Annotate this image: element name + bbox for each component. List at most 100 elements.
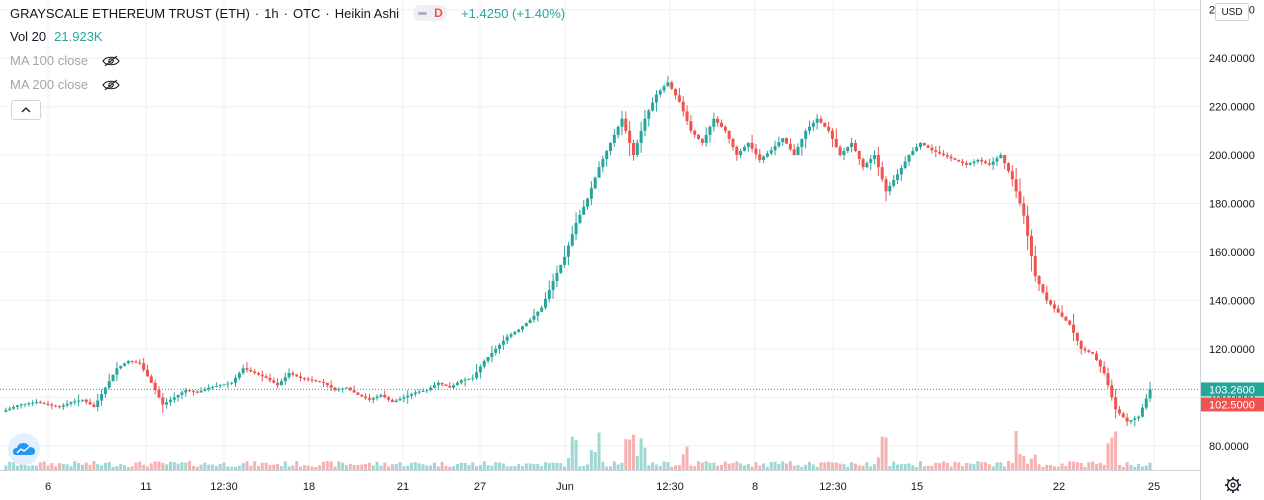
candle (570, 226, 574, 247)
volume-bar (467, 465, 471, 470)
interval-label[interactable]: 1h (264, 5, 279, 21)
volume-bar (804, 464, 808, 470)
candle (1056, 304, 1060, 313)
candle (421, 388, 425, 393)
candle-body (1087, 350, 1091, 353)
x-tick-label: 15 (911, 481, 923, 493)
gear-icon[interactable] (1224, 476, 1242, 494)
candle-body (517, 329, 521, 332)
candle (417, 389, 421, 395)
volume-bar (1010, 463, 1014, 470)
candle-body (96, 400, 100, 408)
candle-body (387, 397, 391, 400)
collapse-legend-button[interactable] (11, 100, 41, 120)
candle-body (601, 159, 605, 168)
candle-body (513, 331, 517, 335)
candle-body (907, 155, 911, 162)
candle-body (922, 142, 926, 146)
candle (609, 142, 613, 156)
candle (88, 398, 92, 405)
candle-body (570, 234, 574, 246)
candle (876, 146, 880, 177)
candle (911, 147, 915, 156)
volume-bar (272, 464, 276, 470)
x-tick-label: 11 (140, 481, 151, 493)
candle-body (241, 368, 245, 374)
volume-legend[interactable]: Vol 20 21.923K (10, 29, 103, 44)
candle-body (674, 88, 678, 96)
candle (54, 404, 58, 408)
candle-body (142, 363, 146, 370)
candle-body (605, 151, 609, 160)
eye-hidden-icon[interactable] (102, 79, 120, 91)
candle-body (245, 368, 249, 370)
volume-bar (578, 466, 582, 470)
candle (509, 332, 513, 339)
candle (739, 148, 743, 159)
volume-bar (88, 464, 92, 470)
symbol-header: GRAYSCALE ETHEREUM TRUST (ETH) · 1h · OT… (10, 5, 565, 21)
candle (145, 364, 149, 377)
volume-bar (785, 463, 789, 470)
volume-bar (100, 465, 104, 470)
candle-body (42, 402, 46, 404)
ma-200-legend[interactable]: MA 200 close (10, 77, 120, 92)
candle (367, 393, 371, 403)
candle (348, 386, 352, 392)
volume-bar (245, 461, 249, 470)
candle (1014, 167, 1018, 199)
candle (207, 384, 211, 392)
volume-bar (697, 461, 701, 470)
volume-bar (666, 462, 670, 470)
volume-bar (559, 463, 563, 470)
y-tick-label: 160.0000 (1209, 247, 1255, 259)
candle-body (448, 386, 452, 388)
volume-bar (42, 461, 46, 470)
candle (662, 84, 666, 94)
candle-body (1140, 407, 1144, 417)
volume-bar (876, 457, 880, 470)
volume-bar (341, 462, 345, 470)
x-tick-label: 18 (303, 481, 315, 493)
candle-body (256, 373, 260, 375)
interval-badge[interactable]: D (413, 5, 448, 21)
volume-bar (31, 465, 35, 470)
candle (35, 399, 39, 405)
candle-body (930, 147, 934, 151)
candle-body (808, 126, 811, 131)
volume-bar (716, 465, 720, 470)
volume-bar (1060, 463, 1064, 470)
candle (364, 393, 368, 400)
candle (172, 392, 176, 403)
candle (896, 169, 900, 185)
candle (961, 158, 965, 166)
candle-body (211, 386, 215, 388)
candle-body (38, 402, 42, 404)
volume-bar (689, 465, 693, 470)
candle-body (299, 376, 303, 378)
candle-body (88, 402, 92, 405)
volume-bar (234, 466, 237, 470)
candle-body (176, 394, 180, 398)
candle-body (1022, 203, 1026, 216)
currency-button[interactable]: USD (1215, 3, 1249, 21)
candle-body (911, 151, 915, 156)
volume-bar (853, 463, 857, 470)
volume-bar (226, 466, 230, 470)
candle-body (1003, 155, 1007, 164)
eye-hidden-icon[interactable] (102, 55, 120, 67)
candle (612, 128, 616, 147)
candle (1060, 305, 1064, 318)
ma-100-legend[interactable]: MA 100 close (10, 53, 120, 68)
volume-bar (23, 461, 27, 470)
volume-bar (279, 466, 283, 470)
candle-body (838, 146, 842, 156)
tradingview-logo[interactable] (8, 433, 40, 465)
volume-bar (631, 434, 635, 470)
symbol-title[interactable]: GRAYSCALE ETHEREUM TRUST (ETH) (10, 5, 250, 21)
candle-body (436, 382, 440, 386)
volume-bar (1003, 466, 1007, 470)
candle (964, 160, 968, 168)
chart-style-label[interactable]: Heikin Ashi (334, 5, 400, 21)
